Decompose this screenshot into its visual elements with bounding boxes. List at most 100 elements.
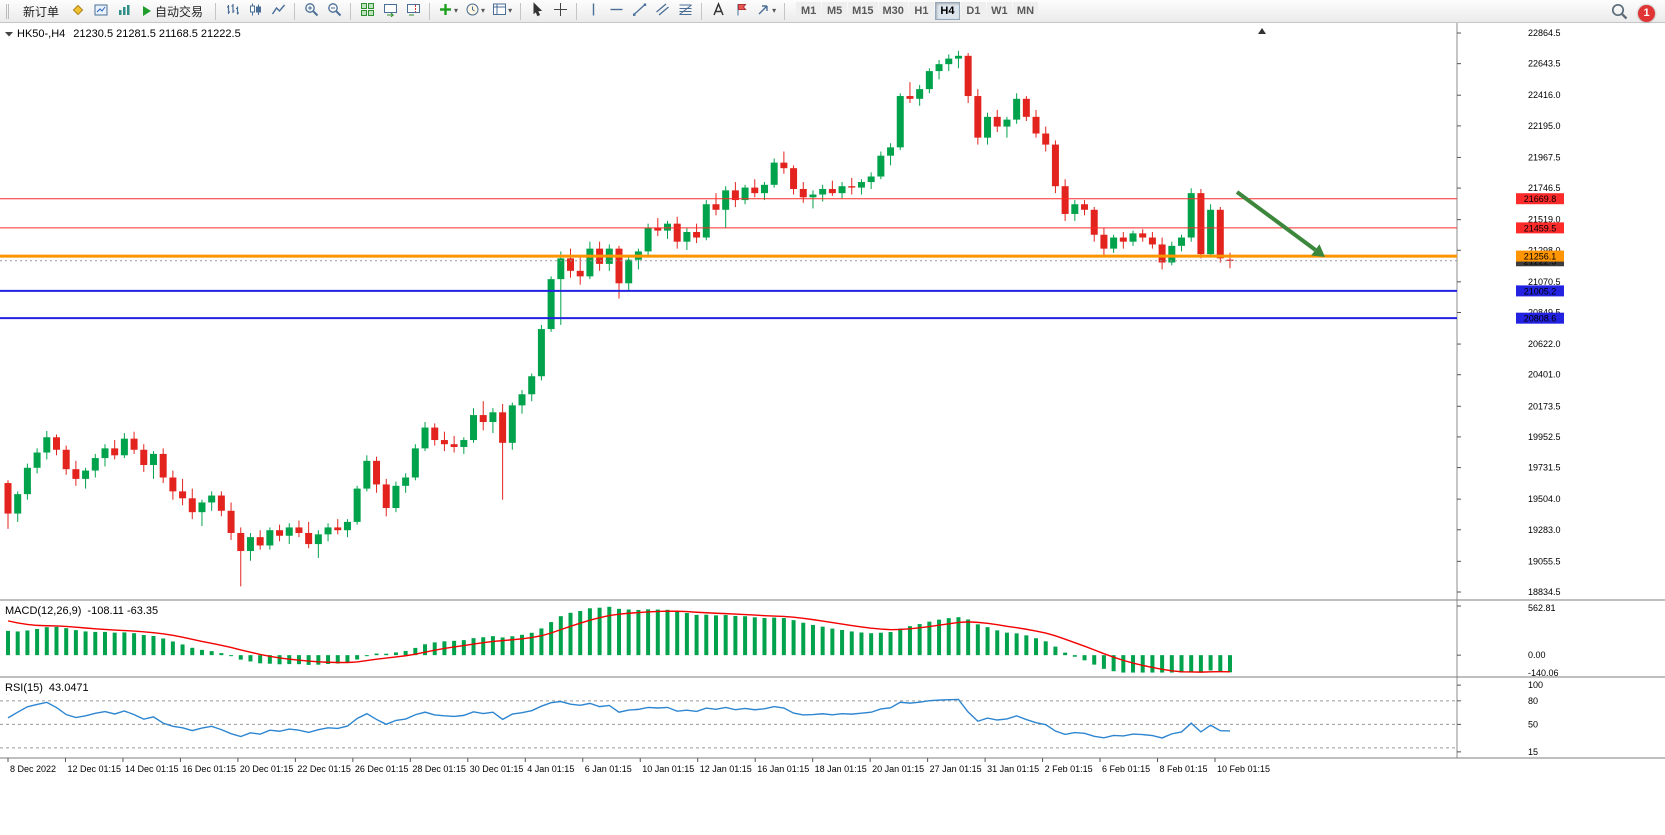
tile-windows-button[interactable] <box>356 1 378 21</box>
price-axis-label: 20849.5 <box>1528 308 1561 318</box>
timeframe-h4-button[interactable]: H4 <box>934 2 960 20</box>
macd-scale-min: -140.06 <box>1528 668 1559 678</box>
timeframe-group: M1 M5 M15 M30 H1 H4 D1 W1 MN <box>796 2 1039 20</box>
line-chart-button[interactable] <box>267 1 289 21</box>
toolbar-right-icons: 1 <box>1610 2 1655 24</box>
scroll-to-end-icon[interactable] <box>1258 28 1266 34</box>
arrows-button[interactable]: ▾ <box>753 1 779 21</box>
timeframe-m5-button[interactable]: M5 <box>822 2 848 20</box>
horizontal-line-button[interactable] <box>605 1 627 21</box>
timeframe-h1-button[interactable]: H1 <box>908 2 934 20</box>
timeframe-mn-button[interactable]: MN <box>1012 2 1039 20</box>
toolbar-separator <box>701 2 703 20</box>
auto-scroll-icon <box>383 2 398 20</box>
macd-indicator-values: -108.11 -63.35 <box>87 605 158 617</box>
collapse-icon[interactable] <box>5 32 13 37</box>
play-icon <box>143 6 152 16</box>
cursor-button[interactable] <box>526 1 548 21</box>
rsi-indicator-name: RSI(15) <box>5 682 43 694</box>
toolbar-separator <box>784 2 786 20</box>
price-axis-label: 20173.5 <box>1528 401 1561 411</box>
chart-shift-icon <box>406 2 421 20</box>
zoom-in-icon <box>304 2 319 20</box>
new-order-button[interactable]: 新订单 <box>16 1 66 21</box>
vertical-line-button[interactable] <box>582 1 604 21</box>
toolbar-separator <box>576 2 578 20</box>
price-axis-label: 19504.0 <box>1528 494 1561 504</box>
timeframe-w1-button[interactable]: W1 <box>986 2 1012 20</box>
price-axis-label: 19055.5 <box>1528 556 1561 566</box>
chart-symbol-period: HK50-,H4 <box>17 28 65 40</box>
vertical-line-icon <box>586 2 601 20</box>
chart-window-icon <box>94 3 108 20</box>
arrow-icon <box>756 2 771 20</box>
trendline-icon <box>632 2 647 20</box>
date-label: 30 Dec 01:15 <box>470 764 524 774</box>
date-label: 6 Feb 01:15 <box>1102 764 1150 774</box>
hline-label-box <box>1516 250 1564 262</box>
crosshair-button[interactable] <box>549 1 571 21</box>
macd-signal-line <box>7 610 1231 673</box>
main-chart-layer: 22864.5 22643.5 22416.0 22195.0 21967.5 21746… <box>0 23 1564 758</box>
chart-canvas[interactable]: 22864.5 22643.5 22416.0 22195.0 21967.5 21746… <box>0 23 1665 835</box>
hline-price-label: 21005.2 <box>1524 286 1557 296</box>
text-button[interactable] <box>707 1 729 21</box>
macd-indicator-name: MACD(12,26,9) <box>5 605 81 617</box>
date-label: 27 Jan 01:15 <box>930 764 982 774</box>
toolbar-separator <box>294 2 296 20</box>
timeframe-m1-button[interactable]: M1 <box>796 2 822 20</box>
market-watch-icon <box>117 3 131 20</box>
price-axis-label: 19731.5 <box>1528 463 1561 473</box>
zoom-out-button[interactable] <box>323 1 345 21</box>
candlestick-chart-button[interactable] <box>244 1 266 21</box>
crosshair-icon <box>553 2 568 20</box>
auto-trading-button[interactable]: 自动交易 <box>136 1 210 21</box>
date-label: 20 Jan 01:15 <box>872 764 924 774</box>
candlestick-series <box>4 50 1234 587</box>
indicators-button[interactable]: ▾ <box>435 1 461 21</box>
channel-button[interactable] <box>651 1 673 21</box>
date-label: 8 Feb 01:15 <box>1160 764 1208 774</box>
macd-panel: 562.81 0.00 -140.06 <box>0 599 1665 678</box>
date-label: 12 Jan 01:15 <box>700 764 752 774</box>
template-icon <box>492 2 507 20</box>
chart-shift-button[interactable] <box>402 1 424 21</box>
timeframe-m15-button[interactable]: M15 <box>848 2 878 20</box>
dropdown-caret-icon: ▾ <box>508 6 513 15</box>
hline-price-label: 21256.1 <box>1524 252 1557 262</box>
fibonacci-button[interactable] <box>674 1 696 21</box>
date-label: 10 Feb 01:15 <box>1217 764 1270 774</box>
horizontal-line-icon <box>609 2 624 20</box>
auto-scroll-button[interactable] <box>379 1 401 21</box>
notification-badge[interactable]: 1 <box>1638 4 1655 22</box>
dropdown-caret-icon: ▾ <box>454 6 459 15</box>
bar-chart-button[interactable] <box>221 1 243 21</box>
new-chart-button[interactable] <box>67 1 89 21</box>
rsi-scale-label: 15 <box>1528 747 1538 757</box>
timeframe-d1-button[interactable]: D1 <box>960 2 986 20</box>
market-watch-button[interactable] <box>113 1 135 21</box>
chart-ohlc-values: 21230.5 21281.5 21168.5 21222.5 <box>73 28 240 40</box>
hline-price-label: 21459.5 <box>1524 223 1557 233</box>
toolbar-separator <box>520 2 522 20</box>
price-axis-label: 21519.0 <box>1528 215 1561 225</box>
macd-scale-zero: 0.00 <box>1528 650 1546 660</box>
trend-arrow-head <box>1311 244 1325 257</box>
zoom-in-button[interactable] <box>300 1 322 21</box>
date-label: 8 Dec 2022 <box>10 764 56 774</box>
zoom-out-icon <box>327 2 342 20</box>
chart-window-button[interactable] <box>90 1 112 21</box>
rsi-indicator-value: 43.0471 <box>49 682 89 694</box>
timeframe-m30-button[interactable]: M30 <box>878 2 908 20</box>
cursor-icon <box>530 2 545 20</box>
label-button[interactable] <box>730 1 752 21</box>
periods-button[interactable]: ▾ <box>462 1 488 21</box>
fibonacci-icon <box>678 2 693 20</box>
search-icon[interactable] <box>1610 2 1629 24</box>
candlestick-icon <box>248 2 263 20</box>
price-axis-label: 19952.5 <box>1528 432 1561 442</box>
templates-button[interactable]: ▾ <box>489 1 515 21</box>
trendline-button[interactable] <box>628 1 650 21</box>
price-axis-label: 21298.0 <box>1528 245 1561 255</box>
text-icon <box>711 2 726 20</box>
